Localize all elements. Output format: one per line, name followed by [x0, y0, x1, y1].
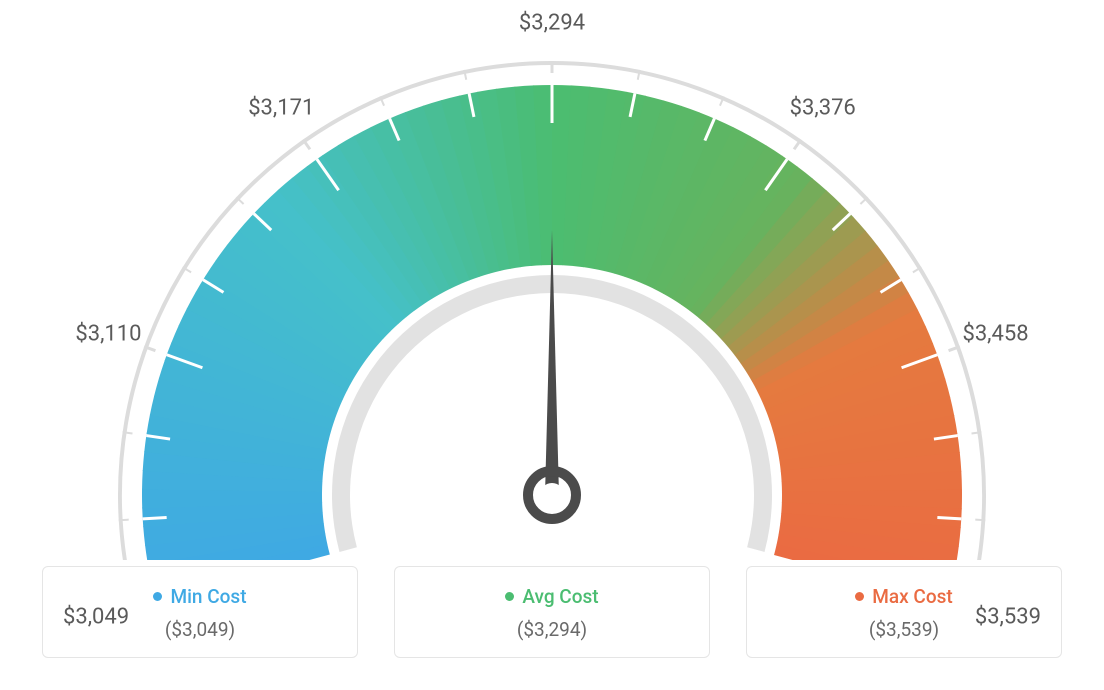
legend-card-avg: Avg Cost ($3,294)	[394, 566, 710, 658]
legend-avg-top: Avg Cost	[505, 585, 598, 608]
legend-min-top: Min Cost	[153, 585, 246, 608]
cost-gauge: $3,049$3,110$3,171$3,294$3,376$3,458$3,5…	[0, 0, 1104, 560]
legend-min-label: Min Cost	[170, 585, 246, 608]
gauge-svg	[0, 0, 1104, 560]
gauge-tick-label: $3,539	[975, 605, 1041, 630]
gauge-tick-label: $3,171	[248, 96, 314, 121]
legend-avg-label: Avg Cost	[522, 585, 598, 608]
gauge-tick-label: $3,458	[962, 321, 1028, 346]
gauge-tick-label: $3,110	[75, 321, 141, 346]
gauge-tick-label: $3,376	[790, 96, 856, 121]
gauge-tick-label: $3,294	[519, 11, 585, 36]
legend-max-label: Max Cost	[872, 585, 952, 608]
gauge-tick-label: $3,049	[63, 605, 129, 630]
dot-icon	[153, 592, 162, 601]
legend-row: Min Cost ($3,049) Avg Cost ($3,294) Max …	[42, 566, 1062, 658]
gauge-needle	[545, 230, 559, 495]
legend-avg-value: ($3,294)	[415, 618, 689, 641]
legend-max-top: Max Cost	[855, 585, 952, 608]
dot-icon	[505, 592, 514, 601]
dot-icon	[855, 592, 864, 601]
